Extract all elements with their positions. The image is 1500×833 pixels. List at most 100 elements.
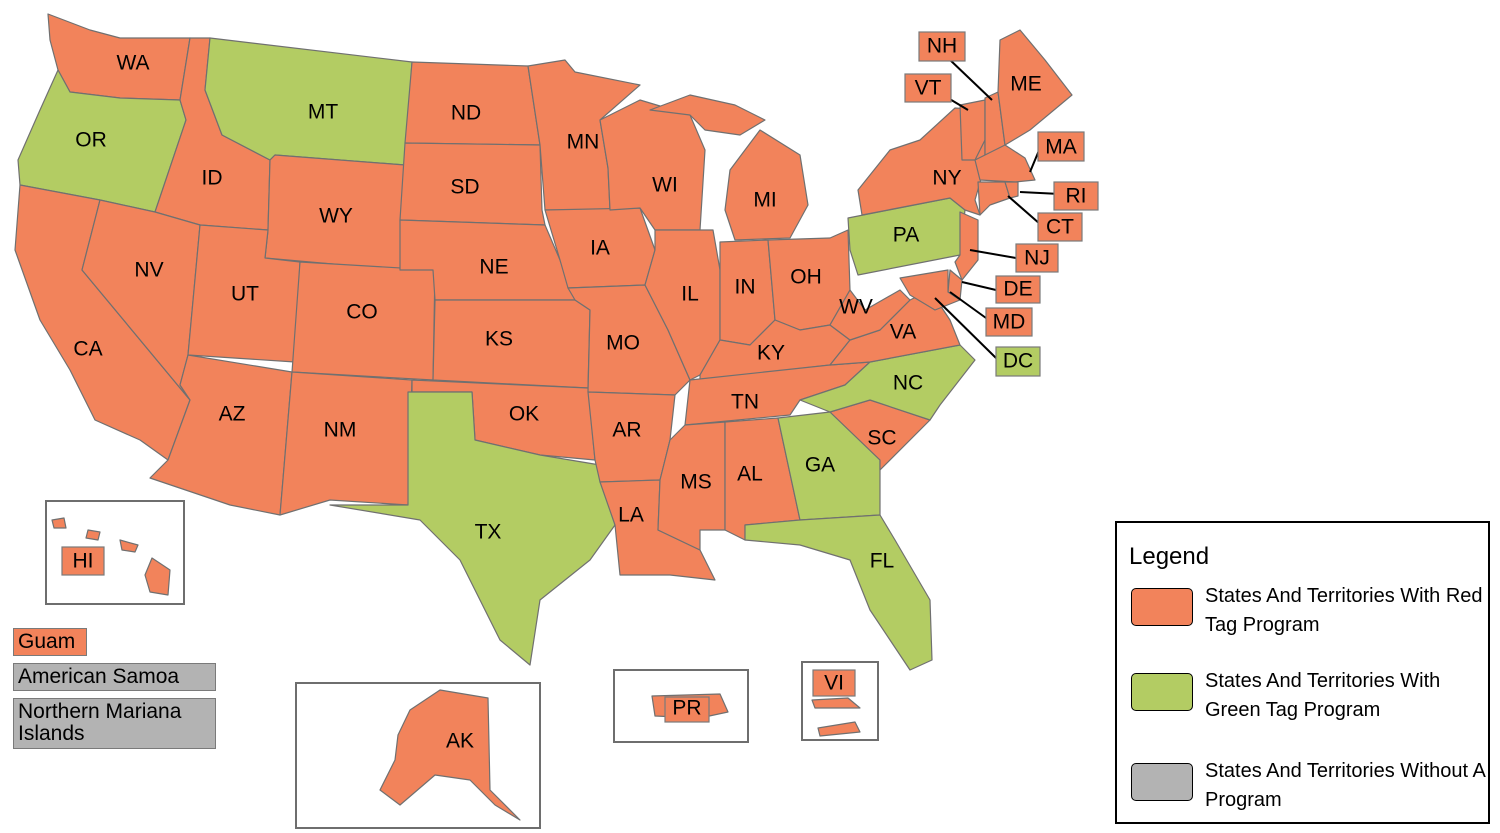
label-ak: AK <box>446 730 474 753</box>
label-ar: AR <box>612 419 641 442</box>
leader-nh <box>947 57 993 101</box>
legend-item-gray: States And Territories Without A Program <box>1131 760 1485 823</box>
state-ri[interactable] <box>1004 181 1019 199</box>
label-nc: NC <box>893 372 923 395</box>
label-id: ID <box>202 167 223 190</box>
legend-swatch-gray <box>1131 763 1193 801</box>
state-hi-maui[interactable] <box>119 539 139 553</box>
label-hi: HI <box>73 550 94 573</box>
territory-guam: Guam <box>13 628 87 656</box>
label-il: IL <box>681 283 699 306</box>
state-ma[interactable] <box>974 144 1036 183</box>
leader-nj <box>969 249 1017 259</box>
label-ut: UT <box>231 283 259 306</box>
legend-swatch-green <box>1131 673 1193 711</box>
inset-hawaii <box>45 500 185 605</box>
label-wi: WI <box>652 174 678 197</box>
label-me: ME <box>1010 73 1042 96</box>
state-fl[interactable] <box>744 514 933 671</box>
leader-de <box>961 281 997 291</box>
territory-northern-mariana: Northern Mariana Islands <box>13 698 216 749</box>
label-wa: WA <box>116 52 149 75</box>
label-nd: ND <box>451 102 481 125</box>
label-vt: VT <box>915 77 942 100</box>
label-nh: NH <box>927 35 957 58</box>
state-hi-oahu[interactable] <box>85 529 101 541</box>
state-vi-north[interactable] <box>811 697 861 709</box>
legend-label-red: States And Territories With Red Tag Prog… <box>1205 585 1483 636</box>
label-vi: VI <box>824 672 844 695</box>
label-ca: CA <box>73 338 102 361</box>
state-ga[interactable] <box>777 411 881 521</box>
leader-md <box>949 291 987 319</box>
legend-label-green: States And Territories With Green Tag Pr… <box>1205 670 1441 721</box>
label-az: AZ <box>219 403 246 426</box>
label-ne: NE <box>479 256 508 279</box>
label-pr: PR <box>672 697 701 720</box>
label-mi: MI <box>753 189 776 212</box>
legend-label-gray: States And Territories Without A Program <box>1205 760 1485 811</box>
label-ga: GA <box>805 454 835 477</box>
state-mi[interactable] <box>724 129 809 241</box>
inset-alaska <box>295 682 541 829</box>
leader-ri <box>1019 191 1061 195</box>
state-hi-kauai[interactable] <box>51 517 67 529</box>
label-co: CO <box>346 301 378 324</box>
label-nm: NM <box>324 419 357 442</box>
state-mi-up[interactable] <box>649 94 766 136</box>
label-ny: NY <box>932 167 961 190</box>
label-ma: MA <box>1045 136 1077 159</box>
label-nv: NV <box>134 259 163 282</box>
state-vt[interactable] <box>959 99 986 161</box>
state-ak[interactable] <box>379 689 521 821</box>
label-mn: MN <box>567 131 600 154</box>
legend-item-red: States And Territories With Red Tag Prog… <box>1131 585 1483 648</box>
label-oh: OH <box>790 266 822 289</box>
legend-swatch-red <box>1131 588 1193 626</box>
label-va: VA <box>890 321 916 344</box>
label-de: DE <box>1003 278 1032 301</box>
label-ct: CT <box>1046 216 1074 239</box>
legend-title: Legend <box>1129 543 1210 570</box>
state-tx[interactable] <box>329 391 616 666</box>
state-nm[interactable] <box>279 371 413 516</box>
label-or: OR <box>75 129 107 152</box>
leader-ct <box>1007 195 1041 225</box>
label-mt: MT <box>308 101 338 124</box>
state-me[interactable] <box>997 29 1073 146</box>
territory-american-samoa: American Samoa <box>13 663 216 691</box>
label-ok: OK <box>509 403 539 426</box>
inset-puerto-rico <box>613 669 749 743</box>
legend-item-green: States And Territories With Green Tag Pr… <box>1131 670 1481 733</box>
label-mo: MO <box>606 332 640 355</box>
label-dc: DC <box>1003 350 1033 373</box>
label-ri: RI <box>1066 185 1087 208</box>
label-al: AL <box>737 463 763 486</box>
label-nj: NJ <box>1024 247 1050 270</box>
label-la: LA <box>618 504 644 527</box>
state-ct[interactable] <box>977 181 1011 216</box>
label-md: MD <box>993 311 1026 334</box>
label-wy: WY <box>319 205 353 228</box>
state-wv[interactable] <box>829 289 911 341</box>
label-tn: TN <box>731 391 759 414</box>
label-wv: WV <box>839 296 873 319</box>
state-nc[interactable] <box>799 344 976 421</box>
label-ms: MS <box>680 471 712 494</box>
state-il[interactable] <box>644 229 721 381</box>
label-tx: TX <box>475 521 502 544</box>
state-vi-stcroix[interactable] <box>817 721 861 737</box>
state-sd[interactable] <box>399 142 546 226</box>
leader-dc <box>934 297 997 359</box>
label-sd: SD <box>450 176 479 199</box>
label-in: IN <box>735 276 756 299</box>
label-ia: IA <box>590 237 610 260</box>
label-ky: KY <box>757 342 785 365</box>
state-hi-big[interactable] <box>144 557 171 596</box>
label-sc: SC <box>867 427 896 450</box>
label-fl: FL <box>870 550 895 573</box>
legend: Legend States And Territories With Red T… <box>1115 521 1490 824</box>
label-pa: PA <box>893 224 919 247</box>
label-ks: KS <box>485 328 513 351</box>
